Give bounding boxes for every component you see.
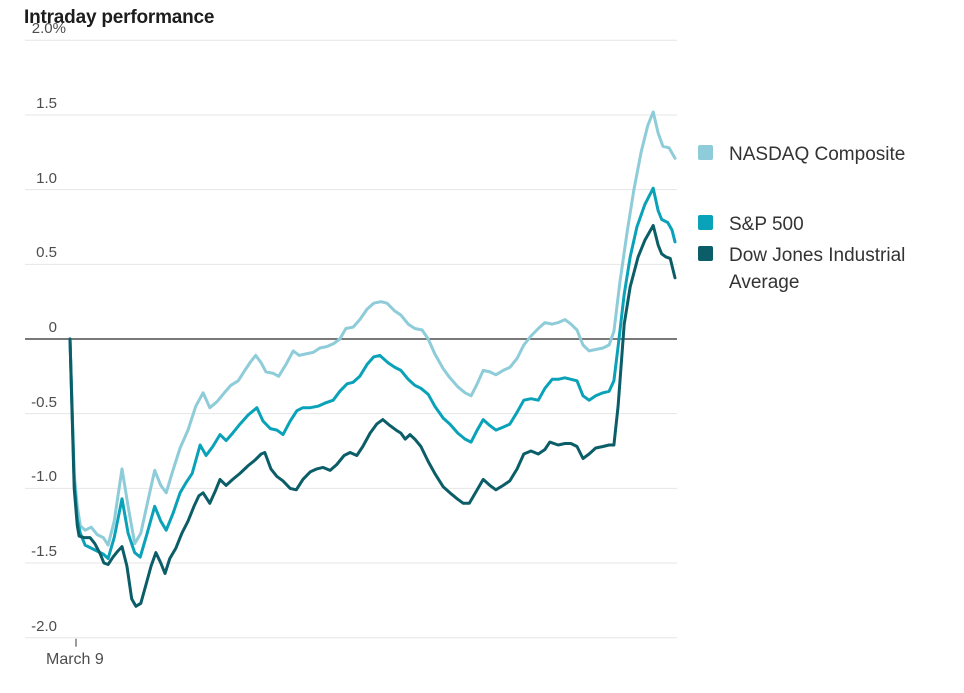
dow-jones-industrial-average-line [68,224,677,608]
legend-label-nasdaq: NASDAQ Composite [729,144,906,165]
nasdaq-composite-line [68,110,677,547]
legend-item-dow: Dow Jones Industrial Average [690,242,934,296]
legend-item-nasdaq: NASDAQ Composite [690,141,934,168]
dow-color-swatch [698,246,713,261]
sp500-color-swatch [698,215,713,230]
chart-title: Intraday performance [24,7,215,28]
legend-label-dow: Dow Jones Industrial Average [729,245,906,293]
legend-item-sp500: S&P 500 [690,211,934,238]
x-axis-tick-label: March 9 [46,651,104,668]
nasdaq-color-swatch [698,145,713,160]
legend-label-sp500: S&P 500 [729,214,804,235]
s-p-500-line [68,186,677,560]
